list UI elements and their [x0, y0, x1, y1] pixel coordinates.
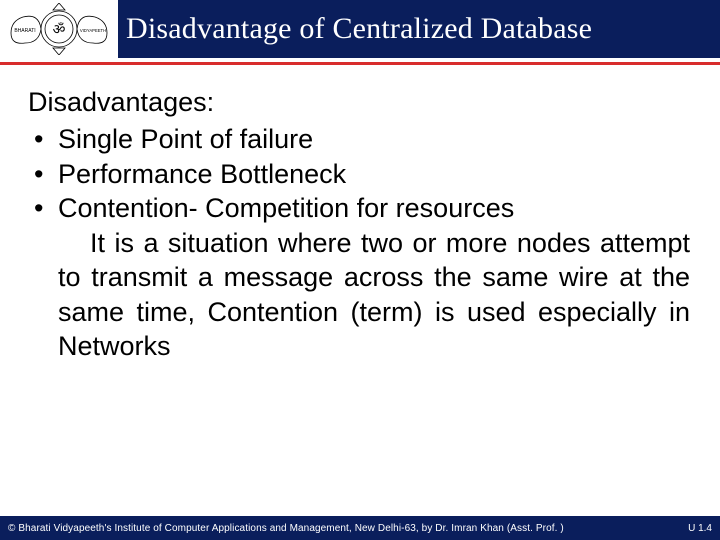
list-item: Performance Bottleneck	[28, 157, 692, 192]
logo-left-text: BHARATI	[14, 28, 35, 34]
content-paragraph: It is a situation where two or more node…	[58, 226, 690, 364]
footer-left-text: © Bharati Vidyapeeth's Institute of Comp…	[8, 523, 564, 534]
logo-right-text: VIDYAPEETH	[80, 28, 106, 33]
content-heading: Disadvantages:	[28, 87, 692, 118]
logo: BHARATI VIDYAPEETH ॐ	[0, 0, 118, 58]
content-area: Disadvantages: Single Point of failure P…	[0, 65, 720, 540]
logo-center-symbol: ॐ	[53, 22, 66, 38]
slide-title: Disadvantage of Centralized Database	[126, 12, 592, 46]
footer-bar: © Bharati Vidyapeeth's Institute of Comp…	[0, 516, 720, 540]
list-item: Single Point of failure	[28, 122, 692, 157]
slide: BHARATI VIDYAPEETH ॐ Disadvantage of Cen…	[0, 0, 720, 540]
header-bar: BHARATI VIDYAPEETH ॐ Disadvantage of Cen…	[0, 0, 720, 58]
footer-right-text: U 1.4	[688, 523, 712, 534]
logo-icon: BHARATI VIDYAPEETH ॐ	[3, 3, 115, 55]
bullet-list: Single Point of failure Performance Bott…	[28, 122, 692, 226]
list-item: Contention- Competition for resources	[28, 191, 692, 226]
